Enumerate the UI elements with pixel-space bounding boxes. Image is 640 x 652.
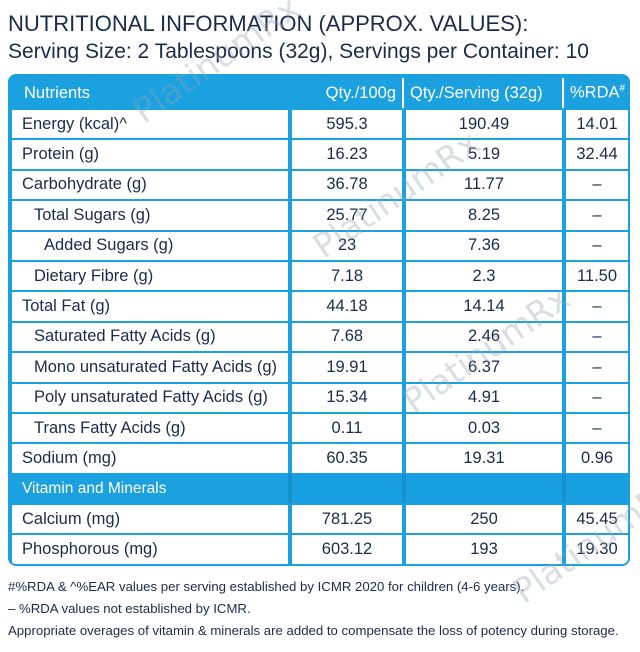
qty-serving: 250 — [402, 503, 562, 534]
qty-serving: 4.91 — [402, 381, 562, 412]
nutrient-name: Poly unsaturated Fatty Acids (g) — [12, 381, 288, 412]
qty-serving: 15 — [402, 563, 562, 564]
header-rda: %RDA# — [562, 78, 628, 108]
rda-value: – — [562, 290, 628, 321]
rda-value: – — [562, 411, 628, 443]
rda-value: 14.01 — [562, 108, 628, 139]
section-label: Vitamin and Minerals — [12, 472, 288, 504]
rda-value: – — [562, 351, 628, 382]
table-row: Calcium (mg) 781.25 250 45.45 — [12, 503, 628, 534]
table-row: Trans Fatty Acids (g) 0.11 0.03– — [12, 411, 628, 443]
nutrient-name: Phosphorous (mg) — [12, 533, 288, 564]
footnote-overages: Appropriate overages of vitamin & minera… — [8, 623, 619, 638]
header-qty-100g: Qty./100g — [288, 78, 402, 108]
table-row: Vitamin D3 (mcg)46.8715100.00 — [12, 563, 628, 564]
qty-serving: 0.03 — [402, 411, 562, 443]
nutrient-name: Vitamin D3 (mcg) — [12, 563, 288, 564]
qty-100g: 16.23 — [288, 138, 402, 169]
qty-100g: 25.77 — [288, 199, 402, 230]
section-cell — [562, 472, 628, 504]
nutrient-name: Total Sugars (g) — [12, 199, 288, 230]
qty-serving: 193 — [402, 533, 562, 564]
rda-value: – — [562, 381, 628, 412]
qty-100g: 19.91 — [288, 351, 402, 382]
qty-100g: 60.35 — [288, 442, 402, 473]
serving-info: Serving Size: 2 Tablespoons (32g), Servi… — [8, 40, 589, 63]
qty-100g: 781.25 — [288, 503, 402, 534]
qty-100g: 44.18 — [288, 290, 402, 321]
rda-value: – — [562, 199, 628, 230]
nutrient-name: Trans Fatty Acids (g) — [12, 411, 288, 443]
qty-serving: 6.37 — [402, 351, 562, 382]
nutrient-name: Total Fat (g) — [12, 290, 288, 321]
nutrient-name: Calcium (mg) — [12, 503, 288, 534]
qty-100g: 46.87 — [288, 563, 402, 564]
qty-serving: 5.19 — [402, 138, 562, 169]
qty-serving: 2.46 — [402, 320, 562, 352]
header-rda-label: %RDA — [570, 83, 620, 102]
qty-100g: 0.11 — [288, 411, 402, 443]
rda-value: – — [562, 320, 628, 352]
qty-serving: 2.3 — [402, 259, 562, 291]
rda-value: 11.50 — [562, 259, 628, 291]
qty-100g: 7.68 — [288, 320, 402, 352]
nutrition-title: NUTRITIONAL INFORMATION (APPROX. VALUES)… — [8, 11, 529, 36]
table-row: Mono unsaturated Fatty Acids (g) 19.91 6.3… — [12, 351, 628, 382]
section-row-vitamins: Vitamin and Minerals — [12, 472, 628, 504]
rda-value: 32.44 — [562, 138, 628, 169]
qty-serving: 8.25 — [402, 199, 562, 230]
section-cell — [402, 472, 562, 504]
rda-value: 100.00 — [562, 563, 628, 564]
qty-serving: 11.77 — [402, 168, 562, 200]
table-row: Protein (g) 16.23 5.19 32.44 — [12, 138, 628, 169]
rda-value: 45.45 — [562, 503, 628, 534]
rda-value: 19.30 — [562, 533, 628, 564]
nutrient-name: Energy (kcal)^ — [12, 108, 288, 139]
qty-100g: 36.78 — [288, 168, 402, 200]
qty-100g: 15.34 — [288, 381, 402, 412]
nutrient-name: Mono unsaturated Fatty Acids (g) — [12, 351, 288, 382]
rda-value: 0.96 — [562, 442, 628, 473]
nutrient-name: Sodium (mg) — [12, 442, 288, 473]
table-row: Sodium (mg) 60.35 19.31 0.96 — [12, 442, 628, 473]
footnote-rda-ear: #%RDA & ^%EAR values per serving establi… — [8, 579, 525, 594]
nutrient-name: Carbohydrate (g) — [12, 168, 288, 200]
table-row: Carbohydrate (g) 36.78 11.77– — [12, 168, 628, 200]
qty-100g: 595.3 — [288, 108, 402, 139]
table-row: Poly unsaturated Fatty Acids (g) 15.34 4.9… — [12, 381, 628, 412]
table-row: Energy (kcal)^ 595.3 190.49 14.01 — [12, 108, 628, 139]
nutrient-name: Dietary Fibre (g) — [12, 259, 288, 291]
label-heading: NUTRITIONAL INFORMATION (APPROX. VALUES)… — [8, 10, 589, 66]
qty-100g: 7.18 — [288, 259, 402, 291]
qty-100g: 23 — [288, 229, 402, 260]
qty-serving: 14.14 — [402, 290, 562, 321]
table-row: Added Sugars (g) 23 7.36– — [12, 229, 628, 260]
qty-serving: 19.31 — [402, 442, 562, 473]
footnote-rda-not-established: – %RDA values not established by ICMR. — [8, 601, 251, 616]
header-qty-serving: Qty./Serving (32g) — [402, 78, 562, 108]
rda-value: – — [562, 229, 628, 260]
table-row: Dietary Fibre (g) 7.18 2.3 11.50 — [12, 259, 628, 291]
footnotes: #%RDA & ^%EAR values per serving establi… — [8, 576, 619, 642]
qty-serving: 190.49 — [402, 108, 562, 139]
nutrition-table: Nutrients Qty./100g Qty./Serving (32g) %… — [8, 74, 630, 566]
table-row: Phosphorous (mg) 603.12 193 19.30 — [12, 533, 628, 564]
qty-100g: 603.12 — [288, 533, 402, 564]
table-row: Total Fat (g) 44.18 14.14– — [12, 290, 628, 321]
nutrient-name: Protein (g) — [12, 138, 288, 169]
qty-serving: 7.36 — [402, 229, 562, 260]
header-rda-mark: # — [619, 83, 626, 95]
table-header-row: Nutrients Qty./100g Qty./Serving (32g) %… — [12, 78, 628, 108]
nutrient-name: Saturated Fatty Acids (g) — [12, 320, 288, 352]
table-row: Total Sugars (g) 25.77 8.25– — [12, 199, 628, 230]
section-cell — [288, 472, 402, 504]
table-row: Saturated Fatty Acids (g) 7.68 2.46– — [12, 320, 628, 352]
rda-value: – — [562, 168, 628, 200]
header-nutrients: Nutrients — [12, 78, 288, 108]
nutrient-name: Added Sugars (g) — [12, 229, 288, 260]
